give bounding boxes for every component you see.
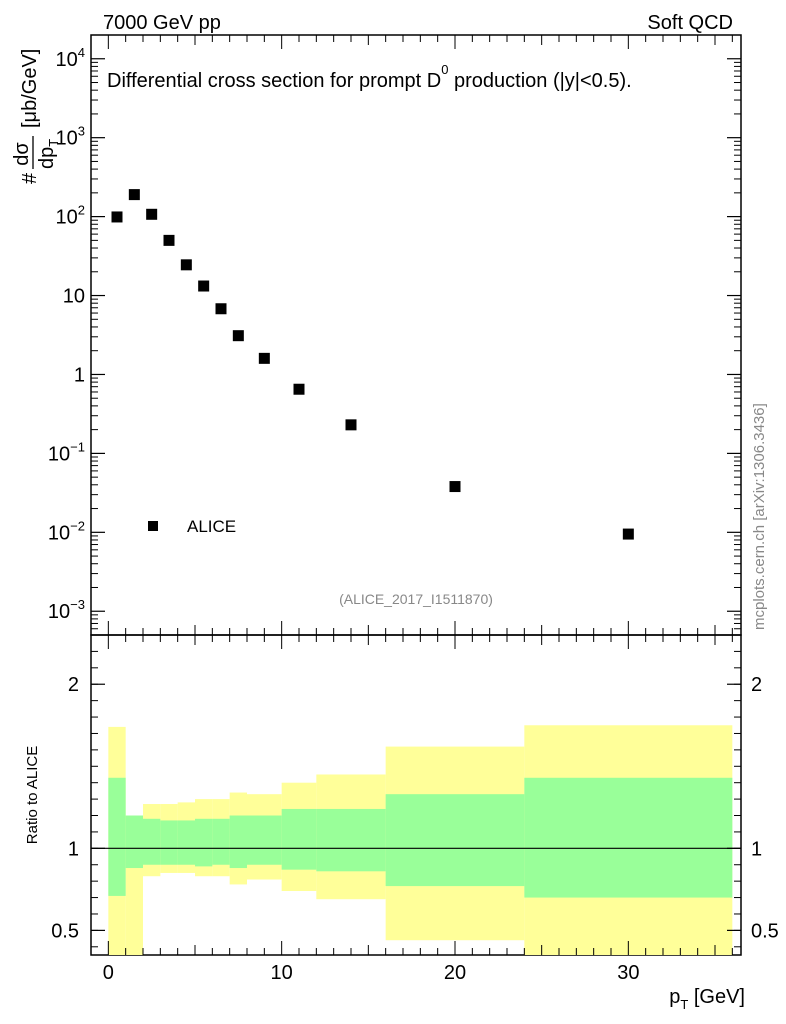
data-point [449, 481, 461, 493]
plot-title-tail: production (|y|<0.5). [448, 70, 631, 92]
y-axis-label: # dσ dpT [μb/GeV] [11, 49, 61, 184]
stat-band-bin [143, 818, 161, 865]
y-tick-label: 10−3 [48, 597, 85, 623]
stat-band-bin [177, 820, 195, 865]
data-point [163, 234, 175, 246]
y-tick-label: 10 [63, 286, 85, 308]
collision-label: 7000 GeV pp [103, 12, 221, 34]
data-point [258, 352, 270, 364]
y-tick-label: 102 [56, 203, 85, 229]
upper-panel-frame [90, 34, 742, 636]
ratio-tick-label-left: 1 [68, 838, 79, 860]
y-tick-label: 103 [56, 124, 85, 150]
y-tick-label: 1 [74, 364, 85, 386]
data-point [146, 208, 158, 220]
x-tick-label: 10 [271, 962, 293, 984]
data-markers [111, 189, 634, 540]
y-tick-label: 104 [56, 45, 85, 71]
process-label: Soft QCD [647, 12, 733, 34]
stat-band-bin [160, 820, 178, 865]
stat-band-bin [212, 818, 230, 865]
y-tick-label: 10−1 [48, 439, 85, 465]
y-axis-label-numerator: dσ [11, 142, 33, 166]
data-point [111, 211, 123, 223]
plot-title: Differential cross section for prompt D0… [107, 62, 632, 92]
stat-band-bin [316, 808, 386, 872]
y-axis-label-hash: # [19, 172, 41, 184]
x-axis-label: pT [GeV] [669, 986, 745, 1012]
ratio-tick-label-right: 0.5 [751, 920, 779, 942]
analysis-label: (ALICE_2017_I1511870) [339, 591, 493, 607]
y-axis-label-unit: [μb/GeV] [19, 49, 41, 128]
data-point [622, 528, 634, 540]
legend-marker [148, 521, 158, 531]
x-tick-label: 30 [617, 962, 639, 984]
data-point [232, 330, 244, 342]
ratio-tick-label-left: 0.5 [51, 920, 79, 942]
data-point [128, 189, 140, 201]
ratio-bands [91, 725, 741, 955]
data-point [198, 280, 210, 292]
stat-band-bin [281, 808, 317, 870]
y-tick-label: 10−2 [48, 518, 85, 544]
y-axis-label-denominator: dpT [36, 139, 61, 169]
data-point [345, 419, 357, 431]
stat-band-bin [229, 815, 247, 869]
ratio-panel-frame [90, 634, 742, 956]
stat-band-bin [385, 794, 525, 887]
stat-band-bin [247, 815, 282, 865]
stat-band-bin [524, 777, 733, 898]
plot-title-main: Differential cross section for prompt D [107, 70, 441, 92]
ratio-tick-label-right: 2 [751, 674, 762, 696]
data-point [180, 259, 192, 271]
ratio-axis-label: Ratio to ALICE [24, 746, 41, 844]
legend-label: ALICE [187, 517, 236, 536]
plot-title-superscript: 0 [441, 62, 448, 77]
x-tick-label: 20 [444, 962, 466, 984]
ratio-tick-label-left: 2 [68, 674, 79, 696]
stat-band-bin [108, 777, 126, 896]
x-tick-label: 0 [103, 962, 114, 984]
data-point [215, 303, 227, 315]
stat-band-bin [125, 815, 143, 869]
ratio-tick-label-right: 1 [751, 838, 762, 860]
data-point [293, 383, 305, 395]
watermark: mcplots.cern.ch [arXiv:1306.3436] [751, 403, 768, 630]
stat-band-bin [195, 818, 213, 867]
